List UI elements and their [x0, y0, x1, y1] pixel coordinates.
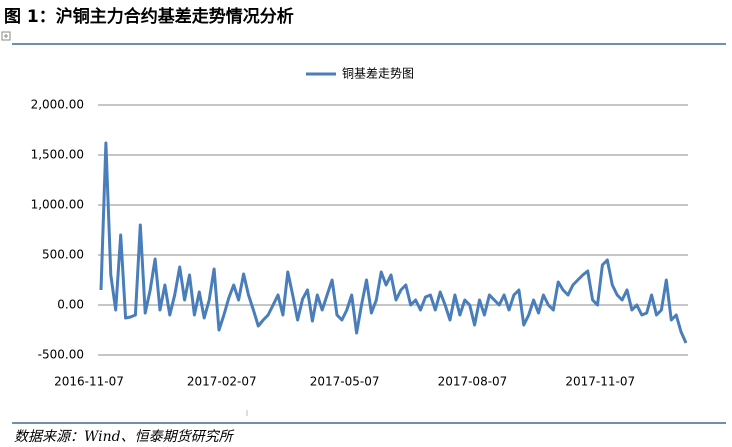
- x-tick-label: 2016-11-07: [54, 375, 124, 389]
- data-line: [99, 141, 688, 344]
- source-note: 数据来源：Wind、恒泰期货研究所: [14, 429, 235, 445]
- figure-title: 图 1：沪铜主力合约基差走势情况分析: [4, 6, 294, 27]
- y-tick-label: -500.00: [38, 348, 84, 362]
- x-tick-label: 2017-05-07: [310, 375, 380, 389]
- x-tick-label: 2017-02-07: [187, 375, 257, 389]
- y-tick-label: 2,000.00: [31, 98, 84, 112]
- y-tick-label: 0.00: [57, 298, 84, 312]
- y-tick-label: 1,000.00: [31, 198, 84, 212]
- x-tick-label: 2017-08-07: [438, 375, 508, 389]
- y-tick-label: 500.00: [42, 248, 84, 262]
- legend-label: 铜基差走势图: [342, 66, 414, 81]
- x-tick-label: 2017-11-07: [565, 375, 635, 389]
- anchor-icon: [1, 31, 11, 41]
- y-tick-label: 1,500.00: [31, 148, 84, 162]
